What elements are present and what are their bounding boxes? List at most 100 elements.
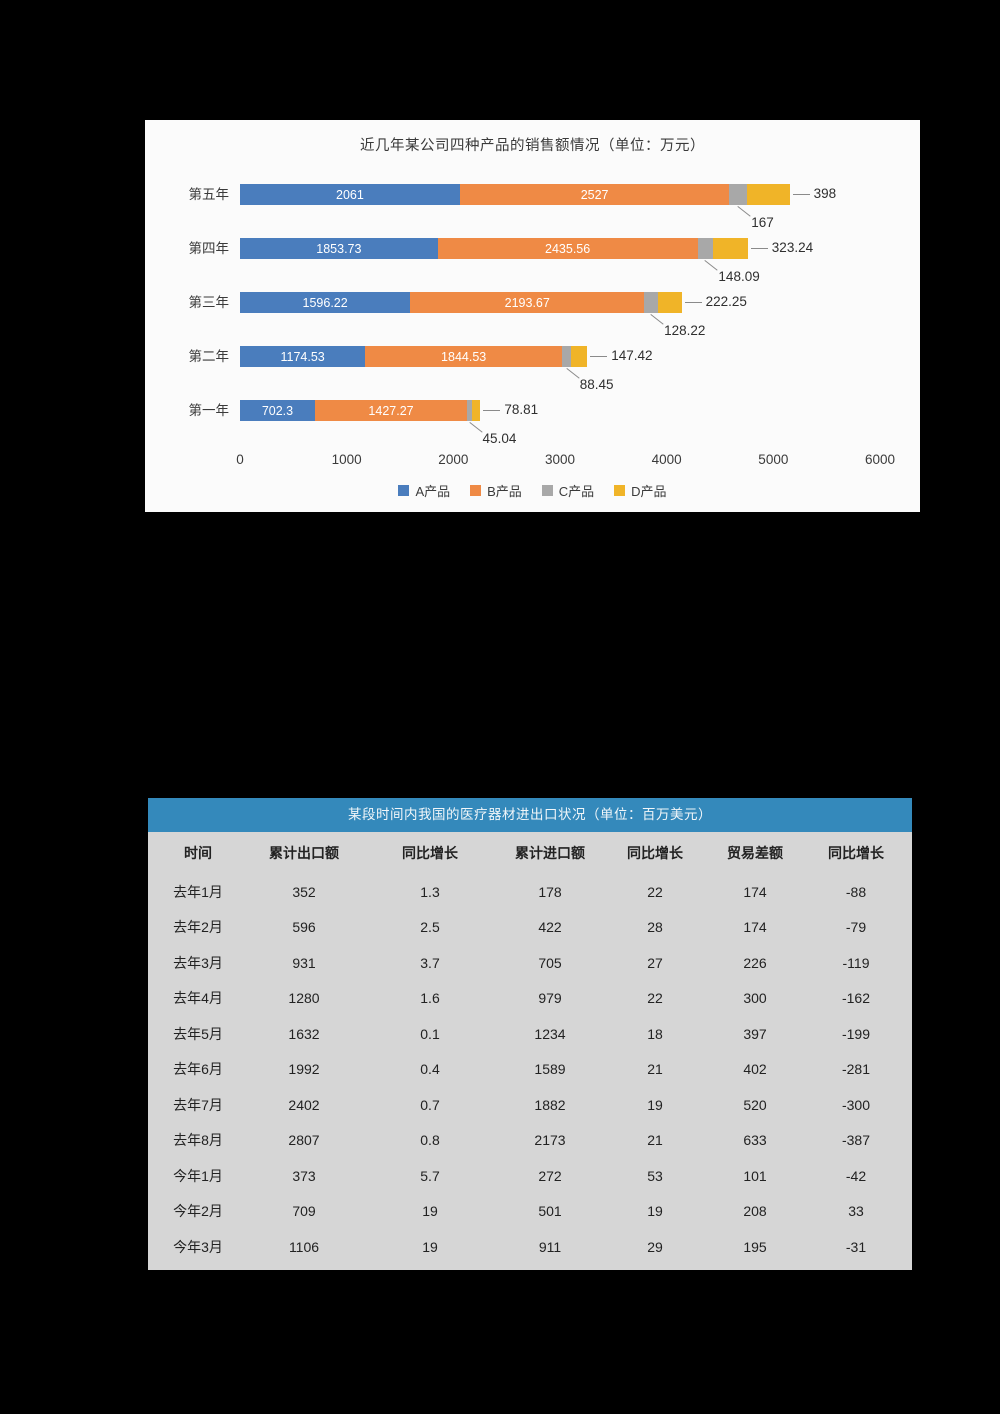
bar-segment-B产品: 1427.27: [314, 400, 468, 421]
bar-segment-A产品: 702.3: [240, 400, 315, 421]
table-cell: -42: [845, 1167, 867, 1184]
table-cell: 1106: [288, 1238, 320, 1255]
table-cell: 1882: [534, 1096, 566, 1113]
d-value-label: 398: [813, 186, 837, 201]
table-cell: 去年1月: [173, 883, 223, 900]
bar-segment-D产品: [747, 184, 790, 205]
callout-leader-line: [684, 302, 702, 303]
column-header: 时间: [184, 845, 212, 861]
table-cell: 19: [422, 1203, 438, 1220]
bar-segment-D产品: [657, 292, 682, 313]
table-cell: 今年1月: [173, 1167, 223, 1184]
table-title: 某段时间内我国的医疗器材进出口状况（单位：百万美元）: [148, 798, 912, 832]
table-cell: 1280: [288, 990, 320, 1007]
table-row: 去年4月 1280 1.6 979 22 300 -162: [148, 981, 912, 1017]
table-row: 今年3月 1106 19 911 29 195 -31: [148, 1229, 912, 1265]
x-axis-label: 0: [236, 452, 244, 467]
table-cell: 1632: [288, 1025, 320, 1042]
c-value-label: 148.09: [718, 269, 760, 284]
table-row: 去年8月 2807 0.8 2173 21 633 -387: [148, 1123, 912, 1159]
bar-segment-A产品: 1174.53: [240, 346, 366, 367]
table-cell: -300: [841, 1096, 871, 1113]
table-cell: 300: [743, 990, 767, 1007]
c-value-label: 88.45: [579, 377, 614, 392]
table-cell: 0.7: [420, 1096, 440, 1113]
legend-item: B产品: [470, 481, 522, 500]
trade-table-panel: 某段时间内我国的医疗器材进出口状况（单位：百万美元） 时间 累计出口额 同比增长 累计…: [148, 798, 912, 1270]
table-cell: 5.7: [420, 1167, 440, 1184]
x-axis-label: 1000: [331, 452, 362, 467]
table-cell: 174: [743, 883, 767, 900]
bar-segment-C产品: [697, 238, 714, 259]
table-cell: 402: [743, 1061, 767, 1078]
bar-value-label: 1174.53: [280, 349, 325, 364]
table-cell: 29: [647, 1238, 663, 1255]
chart-category-label: 第四年: [188, 241, 230, 256]
bar-value-label: 1853.73: [316, 241, 362, 256]
legend-item: C产品: [541, 481, 594, 500]
legend-label: D产品: [631, 484, 667, 499]
legend-swatch: [541, 485, 553, 496]
callout-leader-line: [566, 368, 580, 379]
table-cell: 18: [647, 1025, 663, 1042]
x-axis-label: 4000: [651, 452, 682, 467]
table-cell: 今年3月: [173, 1238, 223, 1255]
chart-category-label: 第一年: [188, 403, 230, 418]
bar-segment-C产品: [562, 346, 572, 367]
chart-bar-row: 702.3 1427.27: [240, 400, 481, 421]
table-cell: 21: [647, 1061, 663, 1078]
x-axis-label: 3000: [544, 452, 576, 467]
table-cell: 1.3: [420, 883, 440, 900]
table-cell: 33: [848, 1203, 864, 1220]
table-cell: 去年4月: [173, 990, 223, 1007]
table-cell: -79: [845, 919, 867, 936]
table-cell: 28: [647, 919, 663, 936]
table-row: 去年2月 596 2.5 422 28 174 -79: [148, 910, 912, 946]
table-cell: 去年7月: [173, 1096, 223, 1113]
chart-bar-row: 1174.53 1844.53: [240, 346, 588, 367]
callout-leader-line: [483, 410, 501, 411]
column-header: 累计出口额: [269, 845, 339, 861]
callout-leader-line: [590, 356, 608, 357]
table-cell: -162: [841, 990, 871, 1007]
bar-value-label: 2061: [336, 187, 364, 202]
chart-legend: A产品 B产品 C产品 D产品: [145, 481, 920, 500]
table-cell: 709: [292, 1203, 316, 1220]
table-cell: -199: [841, 1025, 871, 1042]
legend-swatch: [470, 485, 482, 496]
table-cell: 1992: [288, 1061, 320, 1078]
column-header: 同比增长: [402, 845, 458, 861]
table-cell: 705: [538, 954, 562, 971]
bar-segment-A产品: 2061: [240, 184, 460, 205]
table-cell: 今年2月: [173, 1203, 223, 1220]
column-header: 同比增长: [828, 845, 884, 861]
legend-swatch: [398, 485, 410, 496]
column-header: 累计进口额: [515, 845, 585, 861]
bar-segment-A产品: 1596.22: [240, 292, 411, 313]
table-cell: 去年6月: [173, 1061, 223, 1078]
table-cell: 2807: [288, 1132, 320, 1149]
table-row: 去年6月 1992 0.4 1589 21 402 -281: [148, 1052, 912, 1088]
table-cell: 去年2月: [173, 919, 223, 936]
x-axis-label: 6000: [864, 452, 896, 467]
bar-segment-D产品: [571, 346, 588, 367]
c-value-label: 167: [751, 215, 774, 230]
column-header: 贸易差额: [727, 845, 783, 861]
table-cell: 352: [292, 883, 316, 900]
table-cell: 1234: [534, 1025, 566, 1042]
table-cell: 22: [647, 990, 663, 1007]
table-cell: -31: [845, 1238, 867, 1255]
table-cell: 19: [647, 1096, 663, 1113]
bar-segment-A产品: 1853.73: [240, 238, 438, 259]
table-cell: 19: [647, 1203, 663, 1220]
table-cell: 19: [422, 1238, 438, 1255]
table-cell: 373: [292, 1167, 316, 1184]
bar-value-label: 702.3: [261, 403, 294, 418]
table-cell: 22: [647, 883, 663, 900]
callout-leader-line: [737, 206, 751, 217]
table-cell: 501: [538, 1203, 562, 1220]
legend-item: A产品: [398, 481, 450, 500]
bar-segment-C产品: [729, 184, 748, 205]
bar-segment-B产品: 2527: [459, 184, 730, 205]
bar-value-label: 1427.27: [368, 403, 414, 418]
